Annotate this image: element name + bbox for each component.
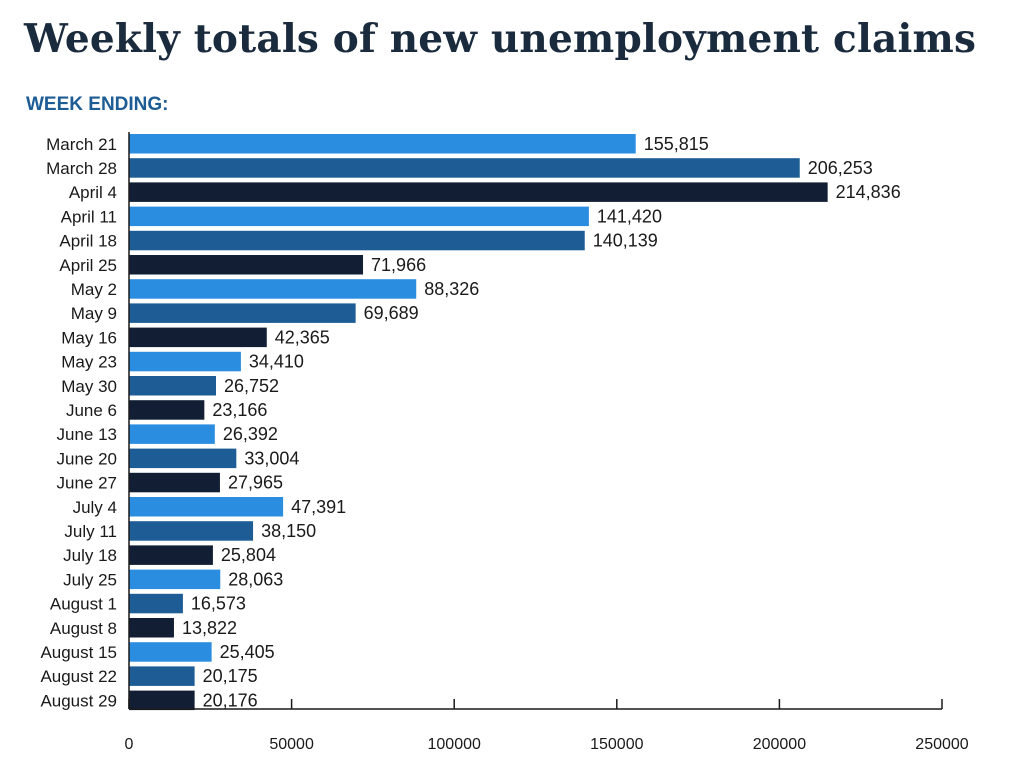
value-label: 33,004 <box>244 448 299 468</box>
category-label: March 28 <box>46 159 117 178</box>
bar-march-21 <box>129 134 636 154</box>
chart-title: Weekly totals of new unemployment claims <box>24 16 977 62</box>
value-label: 16,573 <box>191 594 246 614</box>
category-label: August 1 <box>50 595 117 614</box>
category-label: May 9 <box>71 304 117 323</box>
bar-august-8 <box>129 618 174 638</box>
value-label: 20,175 <box>203 666 258 686</box>
category-label: April 4 <box>69 183 117 202</box>
category-label: June 13 <box>57 425 118 444</box>
category-label: July 18 <box>63 546 117 565</box>
value-label: 23,166 <box>212 400 267 420</box>
bar-may-23 <box>129 351 241 372</box>
value-label: 34,410 <box>249 352 304 372</box>
category-label: May 30 <box>61 377 117 396</box>
value-label: 27,965 <box>228 473 283 493</box>
category-label: May 2 <box>71 280 117 299</box>
bar-august-15 <box>129 642 212 662</box>
bar-august-22 <box>129 666 195 686</box>
bar-june-13 <box>129 424 215 444</box>
x-tick-label: 250000 <box>915 736 968 753</box>
bar-june-27 <box>129 472 220 493</box>
category-label: June 20 <box>57 449 118 468</box>
bar-april-11 <box>129 206 589 227</box>
value-label: 141,420 <box>597 206 662 226</box>
bar-august-29 <box>129 690 195 711</box>
value-labels-layer: 155,815 206,253 214,836 141,420 140,139 71,96… <box>182 134 901 711</box>
x-tick-label: 50000 <box>269 736 314 753</box>
bar-august-1 <box>129 593 183 614</box>
bar-may-9 <box>129 303 356 323</box>
value-label: 88,326 <box>424 279 479 299</box>
x-axis: 0 50000 100000 150000 200000 250000 <box>125 132 969 753</box>
value-label: 206,253 <box>808 158 873 178</box>
bar-march-28 <box>129 158 800 178</box>
category-label: June 27 <box>57 474 118 493</box>
value-label: 26,752 <box>224 376 279 396</box>
category-label: July 4 <box>73 498 117 517</box>
value-label: 26,392 <box>223 424 278 444</box>
value-label: 20,176 <box>203 690 258 710</box>
category-label: April 11 <box>61 207 117 226</box>
value-label: 140,139 <box>593 231 658 251</box>
category-label: May 23 <box>61 353 117 372</box>
category-label: April 25 <box>59 256 117 275</box>
bar-april-25 <box>129 255 364 275</box>
category-label: June 6 <box>66 401 117 420</box>
category-label: August 29 <box>40 691 117 710</box>
category-label: March 21 <box>46 135 117 154</box>
value-label: 69,689 <box>364 303 419 323</box>
value-label: 25,405 <box>220 642 275 662</box>
bar-may-16 <box>129 327 267 348</box>
bar-june-6 <box>129 400 205 420</box>
value-label: 214,836 <box>836 182 901 202</box>
x-tick-label: 150000 <box>590 736 643 753</box>
value-label: 47,391 <box>291 497 346 517</box>
value-label: 155,815 <box>644 134 709 154</box>
x-tick-label: 100000 <box>428 736 481 753</box>
x-tick-label: 200000 <box>753 736 806 753</box>
value-label: 42,365 <box>275 327 330 347</box>
category-label: July 25 <box>63 570 117 589</box>
category-labels-layer: March 21 March 28 April 4 April 11 April 18 A… <box>40 135 117 711</box>
bar-april-4 <box>129 182 828 202</box>
category-label: August 22 <box>40 667 117 686</box>
bar-may-2 <box>129 279 417 299</box>
bar-july-11 <box>129 521 254 541</box>
category-label: April 18 <box>59 232 117 251</box>
value-label: 28,063 <box>228 569 283 589</box>
bar-may-30 <box>129 376 216 396</box>
category-label: August 15 <box>40 643 117 662</box>
chart-subtitle: WEEK ENDING: <box>26 94 169 115</box>
bar-april-18 <box>129 230 585 251</box>
value-label: 25,804 <box>221 545 276 565</box>
bar-june-20 <box>129 448 237 469</box>
category-label: August 8 <box>50 619 117 638</box>
category-label: July 11 <box>64 522 117 541</box>
bar-july-4 <box>129 497 284 517</box>
x-tick-label: 0 <box>125 736 134 753</box>
bars-layer <box>129 134 828 711</box>
bar-july-25 <box>129 569 221 590</box>
value-label: 38,150 <box>261 521 316 541</box>
category-label: May 16 <box>61 328 117 347</box>
bar-july-18 <box>129 545 213 565</box>
value-label: 13,822 <box>182 618 237 638</box>
value-label: 71,966 <box>371 255 426 275</box>
